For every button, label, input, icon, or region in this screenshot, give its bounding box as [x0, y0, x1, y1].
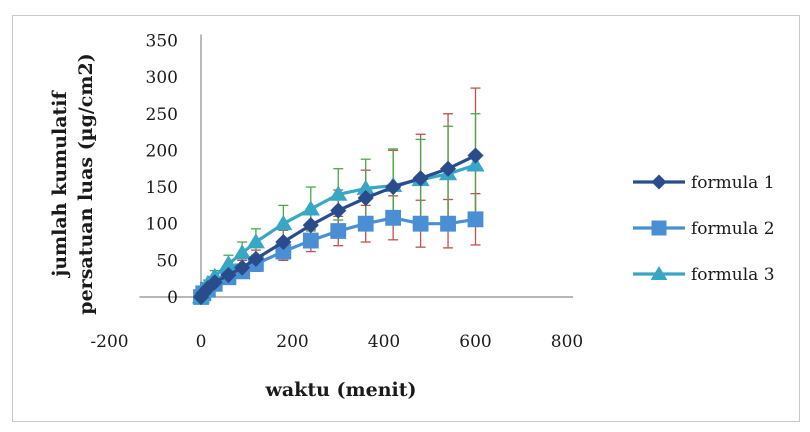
- data-point-formula-2: [330, 223, 347, 239]
- y-tick-label: 200: [146, 141, 178, 161]
- data-point-formula-2: [412, 215, 429, 232]
- y-tick-label: 0: [167, 288, 178, 308]
- data-point-formula-1: [439, 160, 457, 177]
- data-point-formula-2: [440, 215, 456, 232]
- y-axis-title-line-1: jumlah kumulatif: [49, 90, 71, 279]
- legend-label-formula-1: formula 1: [691, 173, 775, 193]
- x-tick-label: 600: [459, 332, 491, 352]
- axes: [139, 34, 573, 298]
- x-tick-label: 400: [368, 332, 400, 352]
- x-tick-label: 0: [196, 332, 207, 352]
- chart-frame: 0 50 100 150 200 250 300 350 -200 0 200 400 600 800 w…: [12, 15, 800, 422]
- data-point-formula-3: [246, 233, 266, 249]
- data-point-formula-1: [220, 266, 237, 284]
- data-point-formula-2: [302, 232, 319, 249]
- x-axis-title: waktu (menit): [264, 379, 416, 401]
- data-point-formula-1: [412, 170, 429, 187]
- data-point-formula-1: [275, 233, 292, 251]
- data-point-formula-1: [302, 217, 319, 234]
- legend: formula 1 formula 2 formula 3: [633, 173, 775, 285]
- diamond-marker-icon: [651, 174, 667, 190]
- data-point-formula-2: [467, 211, 484, 228]
- legend-label-formula-2: formula 2: [691, 219, 775, 239]
- data-point-formula-3: [274, 214, 293, 231]
- data-point-formula-1: [467, 147, 484, 164]
- y-tick-label: 50: [156, 251, 178, 271]
- chart-svg: 0 50 100 150 200 250 300 350 -200 0 200 400 600 800 w…: [49, 31, 775, 401]
- data-point-formula-1: [247, 250, 264, 267]
- data-point-formula-3: [329, 185, 348, 201]
- x-tick-label: 200: [276, 332, 308, 352]
- y-tick-label: 150: [146, 178, 178, 198]
- data-point-formula-1: [234, 259, 251, 276]
- legend-item-formula-1: formula 1: [633, 173, 775, 193]
- tick-labels: 0 50 100 150 200 250 300 350 -200 0 200 400 600 800: [90, 31, 583, 352]
- y-tick-label: 250: [146, 105, 178, 125]
- y-tick-label: 300: [146, 68, 178, 88]
- data-point-formula-3: [233, 244, 252, 260]
- data-point-formula-3: [466, 156, 485, 172]
- square-marker-icon: [651, 220, 667, 236]
- x-tick-label: 800: [551, 332, 583, 352]
- y-tick-label: 350: [146, 31, 178, 51]
- triangle-marker-icon: [650, 266, 668, 280]
- data-point-formula-1: [385, 178, 402, 196]
- x-tick-label: -200: [90, 332, 128, 352]
- data-point-formula-1: [357, 189, 374, 207]
- series-layer: [191, 147, 485, 306]
- data-point-formula-1: [206, 274, 223, 291]
- data-point-formula-1: [330, 202, 347, 219]
- data-point-formula-2: [357, 215, 374, 232]
- legend-label-formula-3: formula 3: [691, 265, 775, 285]
- legend-item-formula-3: formula 3: [633, 265, 775, 285]
- data-point-formula-2: [385, 209, 402, 226]
- y-tick-label: 100: [146, 215, 178, 235]
- y-axis-title-line-2: persatuan luas (µg/cm2): [75, 53, 97, 314]
- data-point-formula-3: [301, 200, 320, 216]
- legend-item-formula-2: formula 2: [633, 219, 775, 239]
